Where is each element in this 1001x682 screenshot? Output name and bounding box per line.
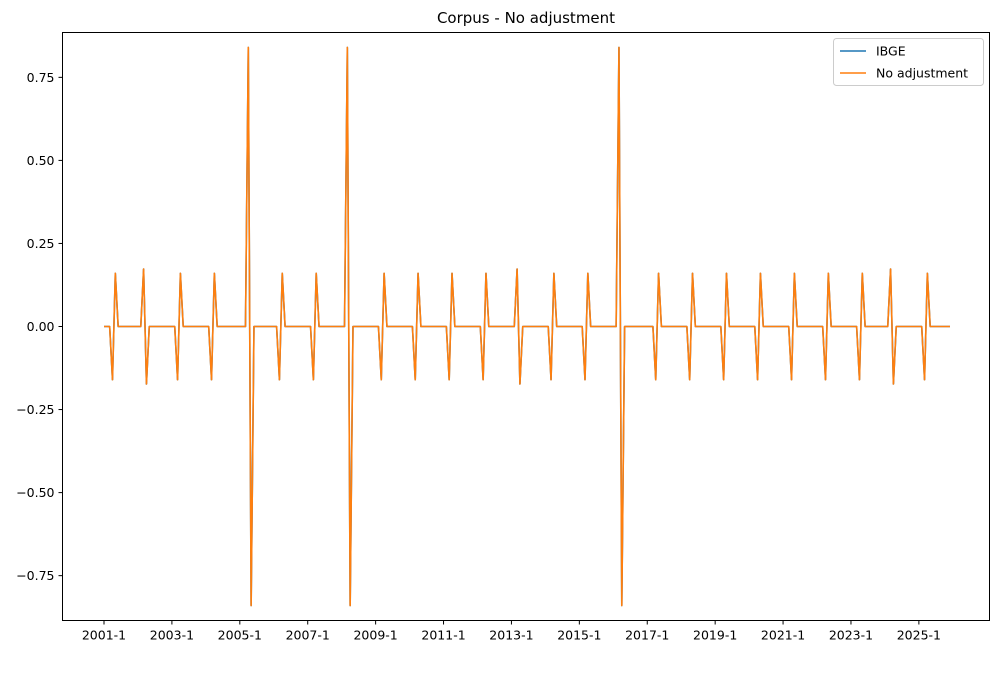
series-line-no-adjustment xyxy=(104,46,950,607)
x-axis: 2001-1 2003-1 2005-1 2007-1 2009-1 2011-1 2013… xyxy=(82,620,941,643)
x-tick-label: 2015-1 xyxy=(557,628,601,643)
legend-box xyxy=(833,38,984,86)
x-tick-label: 2007-1 xyxy=(286,628,330,643)
x-tick-label: 2001-1 xyxy=(82,628,126,643)
x-tick-label: 2009-1 xyxy=(353,628,397,643)
y-axis: 0.75 0.50 0.25 0.00 −0.25 −0.50 −0.75 xyxy=(16,70,63,583)
y-tick-label: −0.50 xyxy=(16,485,54,500)
x-tick-label: 2017-1 xyxy=(625,628,669,643)
y-tick-label: 0.25 xyxy=(27,236,55,251)
legend: IBGE No adjustment xyxy=(833,38,984,86)
legend-label-no-adjustment: No adjustment xyxy=(876,66,968,81)
legend-label-ibge: IBGE xyxy=(876,44,906,59)
chart-title: Corpus - No adjustment xyxy=(437,9,615,27)
x-tick-label: 2005-1 xyxy=(218,628,262,643)
x-tick-label: 2011-1 xyxy=(421,628,465,643)
x-tick-label: 2003-1 xyxy=(150,628,194,643)
x-tick-label: 2025-1 xyxy=(897,628,941,643)
y-tick-label: 0.00 xyxy=(27,319,55,334)
x-tick-label: 2021-1 xyxy=(761,628,805,643)
x-tick-label: 2019-1 xyxy=(693,628,737,643)
series-layer xyxy=(104,46,950,607)
x-tick-label: 2023-1 xyxy=(829,628,873,643)
y-tick-label: −0.25 xyxy=(16,402,54,417)
y-tick-label: 0.50 xyxy=(27,153,55,168)
x-tick-label: 2013-1 xyxy=(489,628,533,643)
y-tick-label: 0.75 xyxy=(27,70,55,85)
y-tick-label: −0.75 xyxy=(16,568,54,583)
